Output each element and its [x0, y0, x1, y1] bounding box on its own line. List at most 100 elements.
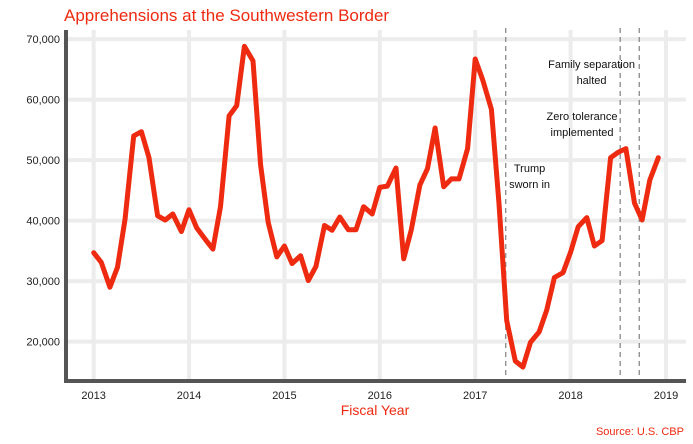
data-point: [601, 240, 603, 242]
data-point: [617, 151, 619, 153]
data-point: [467, 148, 469, 150]
data-point: [172, 213, 174, 215]
annotation-line: implemented: [551, 127, 614, 139]
data-point: [522, 366, 524, 368]
data-point: [276, 256, 278, 258]
data-point: [196, 227, 198, 229]
data-point: [538, 331, 540, 333]
data-point: [403, 258, 405, 260]
data-point: [236, 105, 238, 107]
data-point: [283, 245, 285, 247]
annotation-line: Family separation: [548, 59, 635, 71]
data-point: [610, 157, 612, 159]
data-point: [395, 167, 397, 169]
data-point: [260, 164, 262, 166]
annotations: Trump sworn in Zero tolerance implemented Fa…: [509, 59, 635, 191]
data-point: [458, 178, 460, 180]
data-point: [371, 213, 373, 215]
y-tick-label: 70,000: [26, 34, 60, 46]
annotation-line: halted: [577, 75, 607, 87]
y-tick-labels: 20,000 30,000 40,000 50,000 60,000 70,000: [26, 34, 60, 349]
y-tick-label: 30,000: [26, 276, 60, 288]
data-point: [570, 251, 572, 253]
data-point: [586, 217, 588, 219]
data-point: [530, 341, 532, 343]
data-point: [188, 209, 190, 211]
data-point: [117, 266, 119, 268]
data-point: [657, 157, 659, 159]
annotation: Zero tolerance implemented: [547, 111, 618, 139]
data-point: [124, 218, 126, 220]
data-point: [228, 115, 230, 117]
y-tick-label: 50,000: [26, 155, 60, 167]
data-point: [363, 206, 365, 208]
x-axis-title: Fiscal Year: [341, 402, 410, 418]
data-point: [490, 108, 492, 110]
data-point: [243, 45, 245, 47]
data-point: [410, 229, 412, 231]
y-tick-label: 40,000: [26, 216, 60, 228]
data-point: [427, 168, 429, 170]
x-tick-label: 2017: [463, 390, 487, 402]
data-point: [514, 360, 516, 362]
x-tick-labels: 2013 2014 2015 2016 2017 2018 2019: [81, 390, 678, 402]
data-point: [164, 219, 166, 221]
axes: [64, 30, 686, 383]
data-point: [291, 263, 293, 265]
data-point: [443, 186, 445, 188]
annotation: Trump sworn in: [509, 163, 550, 191]
data-point: [100, 261, 102, 263]
y-tick-label: 20,000: [26, 337, 60, 349]
data-point: [434, 127, 436, 129]
data-point: [450, 178, 452, 180]
data-point: [546, 309, 548, 311]
x-tick-label: 2013: [81, 390, 105, 402]
data-point: [649, 179, 651, 181]
data-point: [323, 224, 325, 226]
data-point: [379, 186, 381, 188]
annotation-line: Trump: [514, 163, 545, 175]
data-point: [148, 157, 150, 159]
data-point: [641, 219, 643, 221]
source-note: Source: U.S. CBP: [596, 426, 684, 438]
data-point: [307, 280, 309, 282]
data-point: [355, 229, 357, 231]
data-point: [498, 203, 500, 205]
y-tick-label: 60,000: [26, 95, 60, 107]
data-point: [252, 60, 254, 62]
x-tick-label: 2019: [654, 390, 678, 402]
chart-title: Apprehensions at the Southwestern Border: [64, 6, 389, 25]
annotation-line: Zero tolerance: [547, 111, 618, 123]
data-point: [633, 202, 635, 204]
data-point: [506, 319, 508, 321]
data-point: [204, 238, 206, 240]
data-point: [133, 135, 135, 137]
x-tick-label: 2015: [272, 390, 296, 402]
data-point: [386, 185, 388, 187]
data-point: [267, 221, 269, 223]
x-tick-label: 2014: [177, 390, 201, 402]
data-point: [220, 206, 222, 208]
data-point: [562, 272, 564, 274]
data-point: [339, 216, 341, 218]
data-point: [109, 286, 111, 288]
series-group: [91, 43, 661, 370]
data-point: [93, 252, 95, 254]
data-point: [157, 215, 159, 217]
x-tick-label: 2018: [558, 390, 582, 402]
data-point: [212, 248, 214, 250]
data-point: [347, 229, 349, 231]
data-point: [140, 131, 142, 133]
data-point: [180, 231, 182, 233]
data-point: [419, 184, 421, 186]
data-point: [474, 58, 476, 60]
data-point: [577, 226, 579, 228]
annotation-line: sworn in: [509, 179, 550, 191]
data-point: [593, 245, 595, 247]
data-point: [482, 79, 484, 81]
annotation: Family separation halted: [548, 59, 635, 87]
event-lines: [505, 28, 640, 381]
data-point: [331, 229, 333, 231]
x-tick-label: 2016: [368, 390, 392, 402]
